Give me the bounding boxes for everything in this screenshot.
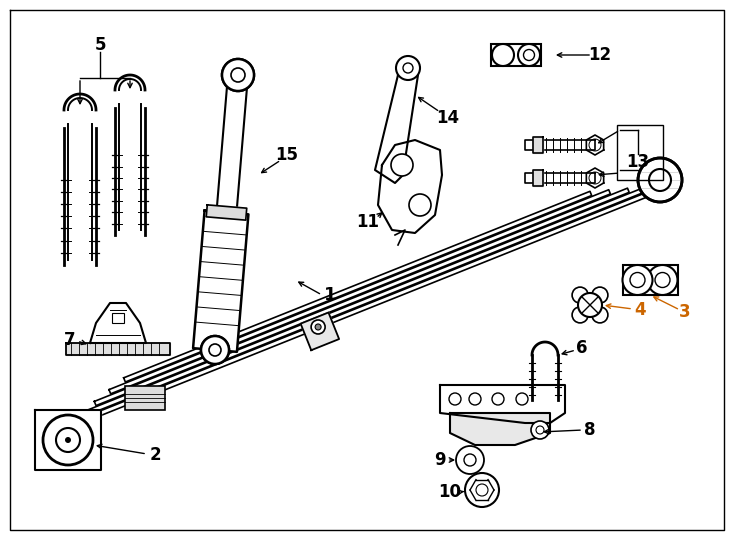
Circle shape [572, 287, 588, 303]
Circle shape [231, 68, 245, 82]
Circle shape [201, 336, 229, 364]
Polygon shape [586, 168, 603, 188]
Text: 14: 14 [437, 109, 459, 127]
Circle shape [655, 273, 670, 287]
Polygon shape [65, 185, 666, 429]
Text: 8: 8 [584, 421, 596, 439]
Text: 3: 3 [679, 303, 691, 321]
Text: 6: 6 [576, 339, 588, 357]
Text: 4: 4 [634, 301, 646, 319]
Circle shape [630, 273, 645, 287]
Polygon shape [66, 343, 170, 355]
Circle shape [492, 393, 504, 405]
Circle shape [396, 56, 420, 80]
Circle shape [209, 344, 221, 356]
Circle shape [311, 320, 325, 334]
Polygon shape [124, 191, 592, 382]
Polygon shape [90, 303, 146, 343]
Circle shape [315, 324, 321, 330]
Circle shape [476, 484, 488, 496]
Bar [112, 313, 124, 323]
Circle shape [622, 265, 653, 295]
Bar [622, 265, 677, 295]
Circle shape [391, 154, 413, 176]
Circle shape [65, 437, 71, 443]
Circle shape [43, 415, 93, 465]
Bar [617, 125, 663, 180]
Text: 2: 2 [149, 446, 161, 464]
Polygon shape [378, 140, 442, 233]
Bar [491, 44, 541, 66]
Text: 10: 10 [438, 483, 462, 501]
Text: 5: 5 [94, 36, 106, 54]
Polygon shape [80, 187, 648, 417]
Circle shape [222, 59, 254, 91]
Circle shape [492, 44, 514, 66]
Circle shape [56, 428, 80, 452]
Circle shape [456, 446, 484, 474]
Circle shape [649, 169, 671, 191]
Polygon shape [95, 188, 629, 406]
Polygon shape [525, 173, 595, 183]
Polygon shape [395, 230, 405, 245]
Circle shape [464, 454, 476, 466]
Text: 7: 7 [64, 331, 76, 349]
Circle shape [409, 194, 431, 216]
Text: 13: 13 [626, 153, 650, 171]
Circle shape [647, 265, 677, 295]
Circle shape [465, 473, 499, 507]
Polygon shape [532, 137, 542, 153]
Circle shape [592, 307, 608, 323]
Text: 1: 1 [324, 286, 336, 304]
Circle shape [592, 287, 608, 303]
Bar [125, 386, 165, 410]
Circle shape [209, 344, 221, 356]
Polygon shape [450, 413, 550, 445]
Circle shape [403, 63, 413, 73]
Polygon shape [440, 385, 565, 423]
Polygon shape [525, 140, 595, 150]
Circle shape [531, 421, 549, 439]
Circle shape [201, 336, 229, 364]
Circle shape [578, 293, 602, 317]
Circle shape [516, 393, 528, 405]
Text: 12: 12 [589, 46, 611, 64]
Polygon shape [375, 75, 418, 183]
Circle shape [638, 158, 682, 202]
Text: 11: 11 [357, 213, 379, 231]
Polygon shape [206, 205, 247, 220]
Circle shape [469, 393, 481, 405]
Text: 9: 9 [435, 451, 446, 469]
Polygon shape [35, 410, 101, 470]
Circle shape [518, 44, 540, 66]
Text: 15: 15 [275, 146, 299, 164]
Polygon shape [193, 211, 248, 352]
Circle shape [231, 68, 245, 82]
Circle shape [523, 50, 534, 60]
Polygon shape [586, 135, 603, 155]
Polygon shape [109, 190, 611, 394]
Polygon shape [301, 313, 339, 350]
Circle shape [222, 59, 254, 91]
Circle shape [449, 393, 461, 405]
Polygon shape [217, 74, 248, 213]
Circle shape [572, 307, 588, 323]
Polygon shape [532, 170, 542, 186]
